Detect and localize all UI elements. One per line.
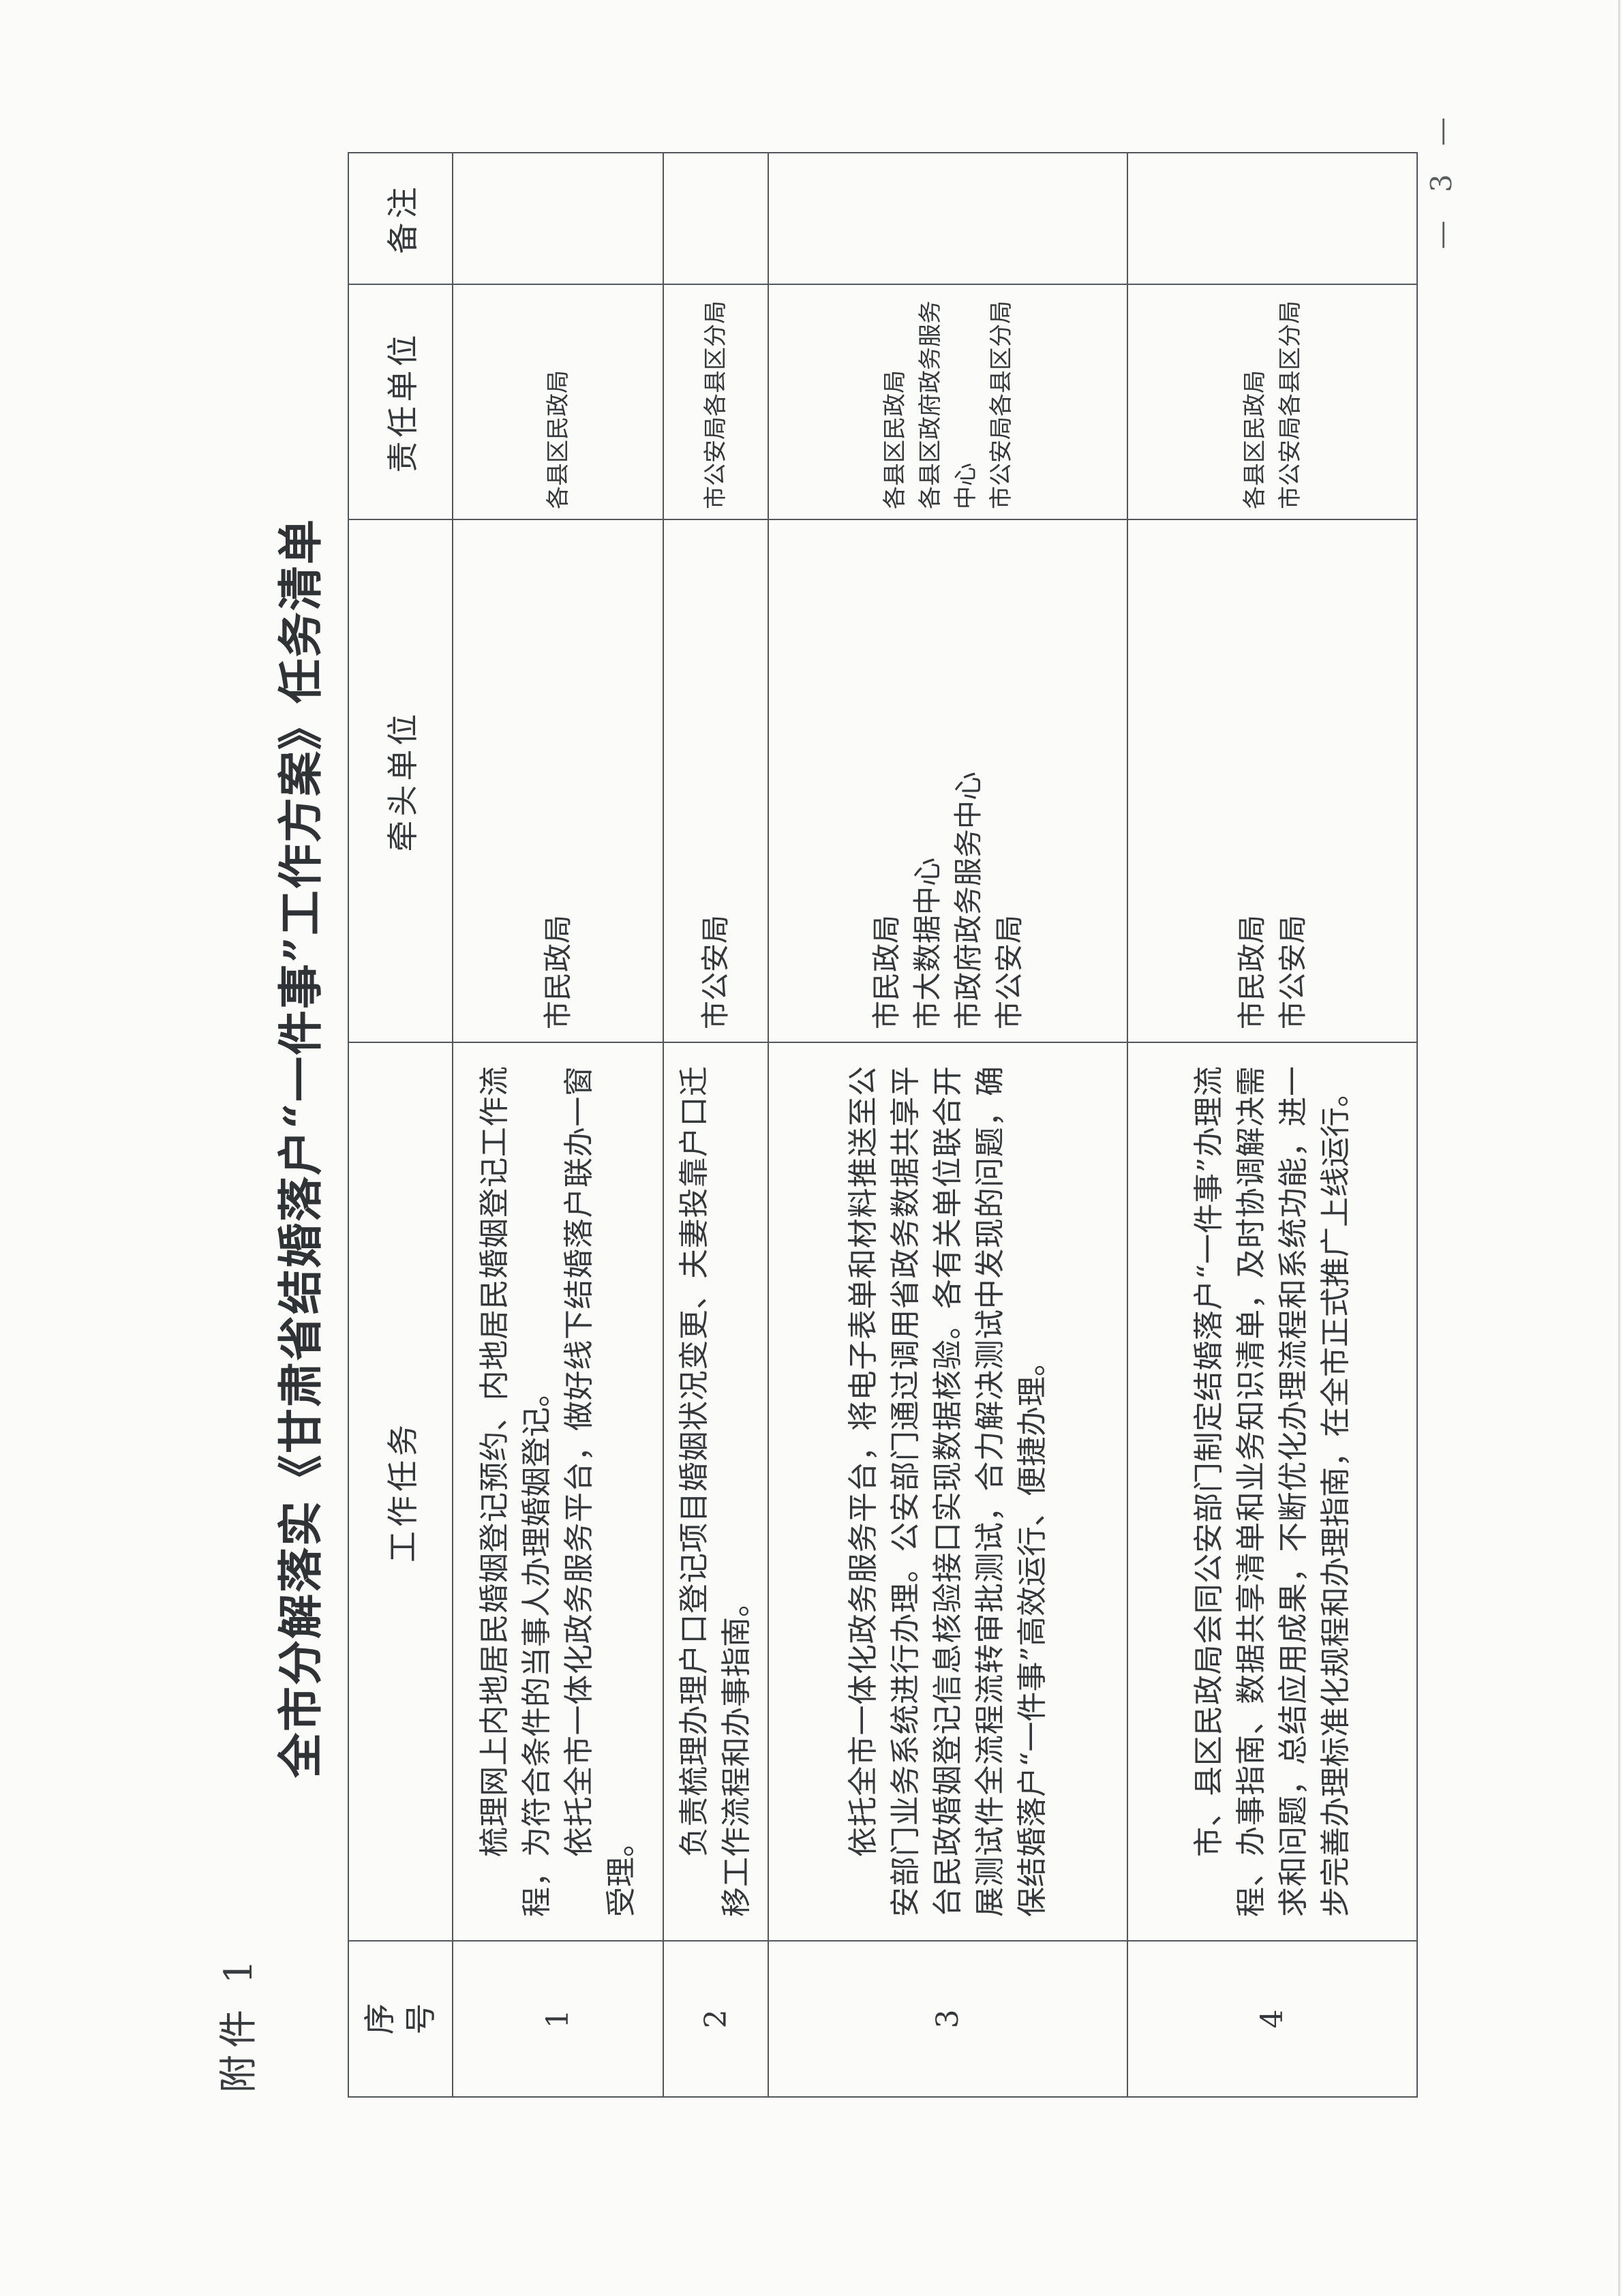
lead-unit-cell: 市民政局 市公安局: [1127, 519, 1417, 1042]
task-list-table: 序号 工作任务 牵头单位 责任单位 备注 1 梳理网上内地居民婚姻登记预约、内地…: [348, 152, 1418, 2098]
unit-item: 市大数据中心: [910, 857, 944, 1029]
unit-item: 市民政局: [869, 914, 903, 1029]
remark-cell: [768, 153, 1127, 284]
task-cell: 市、县区民政局会同公安部门制定结婚落户“一件事”办理流程、办事指南、数据共享清单…: [1127, 1042, 1417, 1941]
unit-item: 市公安局各县区分局: [987, 301, 1015, 509]
header-index: 序号: [348, 1941, 453, 2097]
header-task: 工作任务: [348, 1042, 453, 1941]
unit-item: 市公安局各县区分局: [702, 301, 729, 509]
unit-item: 市民政局: [541, 914, 575, 1029]
remark-cell: [1127, 153, 1417, 284]
task-paragraph: 依托全市一体化政务服务平台，将电子表单和材料推送至公安部门业务系统进行办理。公安…: [845, 1066, 1050, 1917]
page-title: 全市分解落实《甘肃省结婚落户“一件事”工作方案》任务清单: [274, 518, 327, 1778]
unit-item: 各县区民政局: [544, 370, 572, 509]
row-index: 3: [768, 1941, 1127, 2097]
responsible-unit-cell: 市公安局各县区分局: [663, 284, 768, 519]
attachment-label: 附件 1: [217, 1952, 261, 2093]
unit-item: 各县区民政局: [1241, 370, 1269, 509]
table-header-row: 序号 工作任务 牵头单位 责任单位 备注: [348, 153, 453, 2097]
task-paragraph: 梳理网上内地居民婚姻登记预约、内地居民婚姻登记工作流程，为符合条件的当事人办理婚…: [476, 1066, 554, 1917]
header-responsible-unit: 责任单位: [348, 284, 453, 519]
table-row: 2 负责梳理办理户口登记项目婚姻状况变更、夫妻投靠户口迁移工作流程和办事指南。 …: [663, 153, 768, 2097]
task-paragraph: 负责梳理办理户口登记项目婚姻状况变更、夫妻投靠户口迁移工作流程和办事指南。: [677, 1066, 754, 1917]
unit-item: 市公安局: [992, 914, 1026, 1029]
task-paragraph: 市、县区民政局会同公安部门制定结婚落户“一件事”办理流程、办事指南、数据共享清单…: [1191, 1066, 1353, 1917]
row-index: 2: [663, 1941, 768, 2097]
remark-cell: [453, 153, 663, 284]
task-cell: 依托全市一体化政务服务平台，将电子表单和材料推送至公安部门业务系统进行办理。公安…: [768, 1042, 1127, 1941]
task-cell: 梳理网上内地居民婚姻登记预约、内地居民婚姻登记工作流程，为符合条件的当事人办理婚…: [453, 1042, 663, 1941]
unit-item: 市政府政务服务中心: [951, 771, 985, 1029]
header-lead-unit: 牵头单位: [348, 519, 453, 1042]
table-row: 3 依托全市一体化政务服务平台，将电子表单和材料推送至公安部门业务系统进行办理。…: [768, 153, 1127, 2097]
responsible-unit-cell: 各县区民政局: [453, 284, 663, 519]
scan-edge-shadow: [1618, 0, 1620, 2296]
responsible-unit-cell: 各县区民政局 各县区政府政务服务中心 市公安局各县区分局: [768, 284, 1127, 519]
row-index: 4: [1127, 1941, 1417, 2097]
task-paragraph: 依托全市一体化政务服务平台，做好线下结婚落户联办一窗受理。: [561, 1066, 639, 1917]
header-remark: 备注: [348, 153, 453, 284]
unit-item: 市民政局: [1234, 914, 1269, 1029]
lead-unit-cell: 市民政局 市大数据中心 市政府政务服务中心 市公安局: [768, 519, 1127, 1042]
unit-item: 各县区政府政务服务中心: [916, 301, 980, 509]
page-number: — 3 —: [1425, 108, 1458, 250]
unit-item: 各县区民政局: [881, 370, 909, 509]
lead-unit-cell: 市民政局: [453, 519, 663, 1042]
unit-item: 市公安局: [1275, 914, 1309, 1029]
table-row: 1 梳理网上内地居民婚姻登记预约、内地居民婚姻登记工作流程，为符合条件的当事人办…: [453, 153, 663, 2097]
responsible-unit-cell: 各县区民政局 市公安局各县区分局: [1127, 284, 1417, 519]
task-cell: 负责梳理办理户口登记项目婚姻状况变更、夫妻投靠户口迁移工作流程和办事指南。: [663, 1042, 768, 1941]
lead-unit-cell: 市公安局: [663, 519, 768, 1042]
remark-cell: [663, 153, 768, 284]
unit-item: 市公安局: [699, 914, 732, 1029]
unit-item: 市公安局各县区分局: [1276, 301, 1304, 509]
row-index: 1: [453, 1941, 663, 2097]
table-row: 4 市、县区民政局会同公安部门制定结婚落户“一件事”办理流程、办事指南、数据共享…: [1127, 153, 1417, 2097]
